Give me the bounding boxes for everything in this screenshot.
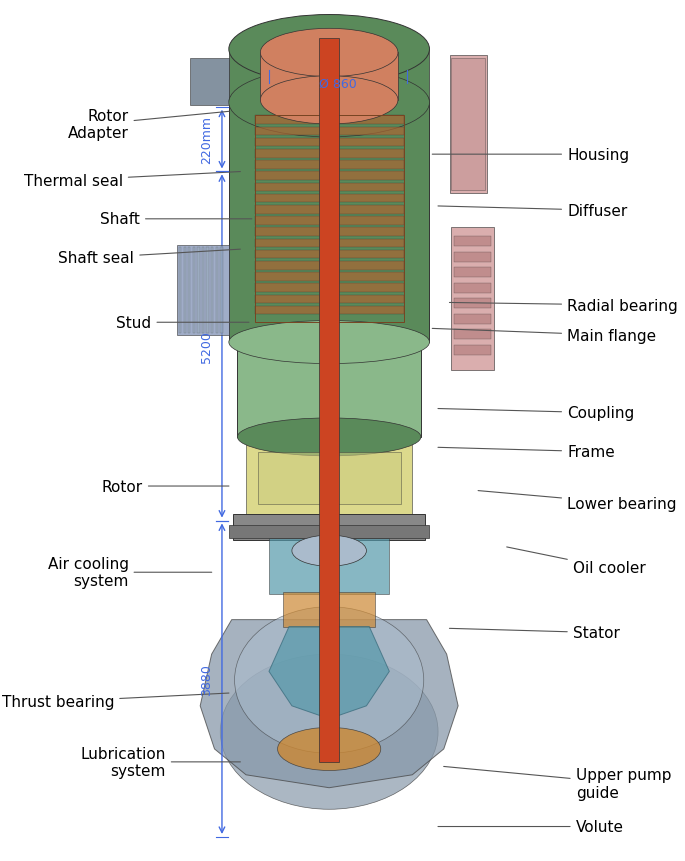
Bar (255, 228, 403, 237)
Ellipse shape (221, 654, 438, 809)
Bar (255, 307, 403, 315)
Bar (229, 525, 429, 538)
Text: Oil cooler: Oil cooler (507, 548, 645, 576)
Bar (260, 53, 398, 101)
Bar (211, 248, 213, 333)
Text: 3880: 3880 (201, 663, 213, 695)
Ellipse shape (229, 80, 429, 123)
Bar (255, 262, 403, 270)
Ellipse shape (238, 418, 421, 456)
Ellipse shape (234, 607, 424, 753)
Bar (188, 248, 190, 333)
Ellipse shape (229, 15, 429, 84)
Text: Radial bearing: Radial bearing (449, 298, 677, 313)
Text: Stud: Stud (116, 315, 249, 331)
Bar (197, 248, 199, 333)
Bar (319, 39, 340, 762)
Ellipse shape (229, 321, 429, 364)
Text: Lubrication
system: Lubrication system (80, 746, 240, 778)
Bar (255, 116, 403, 323)
Bar (255, 206, 403, 214)
Ellipse shape (260, 29, 398, 77)
Bar (238, 343, 421, 437)
Bar (255, 139, 403, 147)
Bar (202, 248, 204, 333)
Ellipse shape (277, 728, 381, 771)
Ellipse shape (229, 69, 429, 138)
Bar (453, 330, 491, 340)
Bar (255, 217, 403, 226)
Bar (246, 437, 412, 519)
Text: Rotor: Rotor (102, 479, 229, 494)
Bar (453, 299, 491, 309)
Ellipse shape (292, 536, 366, 567)
Text: Thermal seal: Thermal seal (24, 172, 240, 189)
Bar (453, 268, 491, 278)
Bar (453, 345, 491, 356)
Text: 5200: 5200 (201, 331, 213, 362)
Bar (192, 248, 195, 333)
Bar (216, 248, 218, 333)
Bar (184, 248, 186, 333)
Bar (255, 195, 403, 203)
Text: Stator: Stator (449, 625, 620, 641)
Polygon shape (200, 620, 458, 788)
Ellipse shape (260, 77, 398, 125)
Bar (255, 284, 403, 293)
Text: Shaft: Shaft (100, 212, 252, 227)
Text: Ø 860: Ø 860 (319, 77, 357, 90)
Text: Air cooling
system: Air cooling system (47, 556, 212, 589)
Bar (229, 50, 429, 103)
Bar (190, 59, 229, 106)
Bar (229, 102, 429, 343)
Text: Lower bearing: Lower bearing (478, 491, 677, 511)
Polygon shape (269, 627, 389, 719)
Bar (449, 56, 487, 194)
Bar (179, 248, 182, 333)
Bar (451, 59, 485, 191)
Text: Coupling: Coupling (438, 406, 634, 421)
Bar (221, 248, 223, 333)
Text: 220mm: 220mm (201, 116, 213, 164)
Bar (453, 314, 491, 325)
Text: Upper pump
guide: Upper pump guide (444, 766, 671, 800)
Bar (255, 150, 403, 158)
Bar (234, 515, 425, 541)
Text: Shaft seal: Shaft seal (58, 250, 240, 266)
Bar (255, 161, 403, 170)
Text: Main flange: Main flange (432, 328, 656, 344)
Bar (255, 251, 403, 259)
Bar (255, 295, 403, 304)
Bar (255, 273, 403, 282)
Bar (258, 453, 401, 505)
Bar (255, 239, 403, 248)
Text: Frame: Frame (438, 444, 615, 460)
Bar (206, 248, 209, 333)
Text: Volute: Volute (438, 819, 623, 834)
Bar (284, 592, 375, 627)
Bar (453, 252, 491, 263)
Text: Housing: Housing (432, 147, 630, 163)
Text: Diffuser: Diffuser (438, 203, 627, 219)
Bar (269, 538, 389, 594)
Bar (453, 237, 491, 247)
Bar (255, 116, 403, 125)
Bar (255, 127, 403, 136)
Text: Rotor
Adapter: Rotor Adapter (68, 108, 229, 141)
Bar (451, 228, 495, 370)
Bar (255, 183, 403, 192)
Bar (255, 172, 403, 181)
Text: Thrust bearing: Thrust bearing (1, 693, 229, 709)
Bar (177, 245, 229, 336)
Bar (453, 283, 491, 294)
